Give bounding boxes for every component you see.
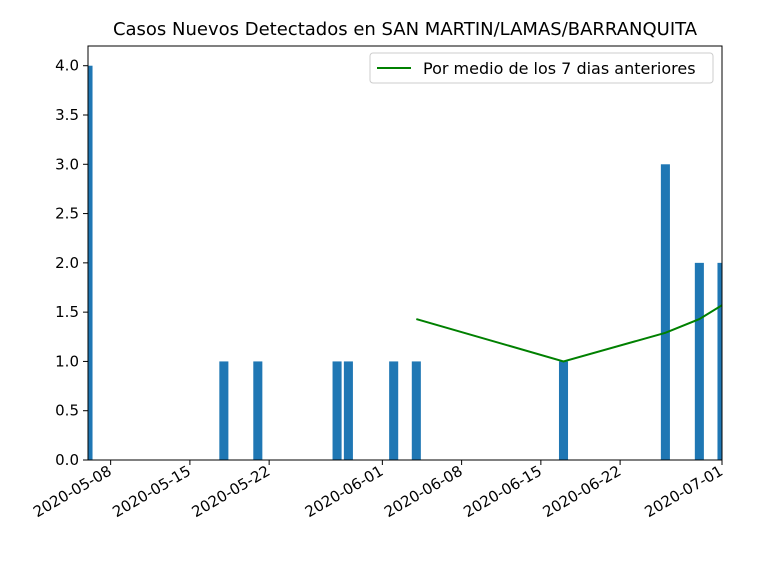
x-tick-label: 2020-05-15 — [109, 462, 194, 521]
x-tick-label: 2020-07-01 — [641, 462, 726, 521]
y-tick-label: 2.5 — [55, 205, 79, 223]
y-tick-label: 4.0 — [55, 57, 79, 75]
x-tick-label: 2020-06-08 — [381, 462, 466, 521]
line-group — [416, 304, 722, 363]
bar — [343, 361, 353, 460]
y-tick-label: 3.5 — [55, 106, 79, 124]
bar — [253, 361, 263, 460]
x-tick-label: 2020-06-01 — [302, 462, 387, 521]
y-tick-label: 0.5 — [55, 402, 79, 420]
axes: 0.00.51.01.52.02.53.03.54.02020-05-08202… — [30, 45, 726, 521]
legend: Por medio de los 7 dias anteriores — [369, 52, 714, 84]
bar — [219, 361, 229, 460]
x-tick-label: 2020-05-08 — [30, 462, 115, 521]
y-tick-label: 2.0 — [55, 254, 79, 272]
series-line — [416, 304, 722, 363]
y-tick-label: 1.5 — [55, 303, 79, 321]
bar — [332, 361, 342, 460]
x-tick-label: 2020-06-15 — [460, 462, 545, 521]
bar — [411, 361, 421, 460]
y-tick-label: 3.0 — [55, 155, 79, 173]
bar — [717, 262, 722, 460]
bar — [389, 361, 399, 460]
bar — [660, 164, 670, 460]
x-tick-label: 2020-06-22 — [540, 462, 625, 521]
bar — [558, 361, 569, 460]
y-tick-label: 1.0 — [55, 352, 79, 370]
legend-box — [369, 52, 714, 84]
y-tick-label: 0.0 — [55, 451, 79, 469]
bar — [694, 262, 704, 460]
chart-title: Casos Nuevos Detectados en SAN MARTIN/LA… — [113, 19, 698, 40]
bar-group — [88, 65, 722, 460]
legend-label: Por medio de los 7 dias anteriores — [423, 59, 696, 78]
bar — [88, 65, 93, 460]
axes-frame — [87, 45, 723, 461]
x-tick-label: 2020-05-22 — [189, 462, 274, 521]
